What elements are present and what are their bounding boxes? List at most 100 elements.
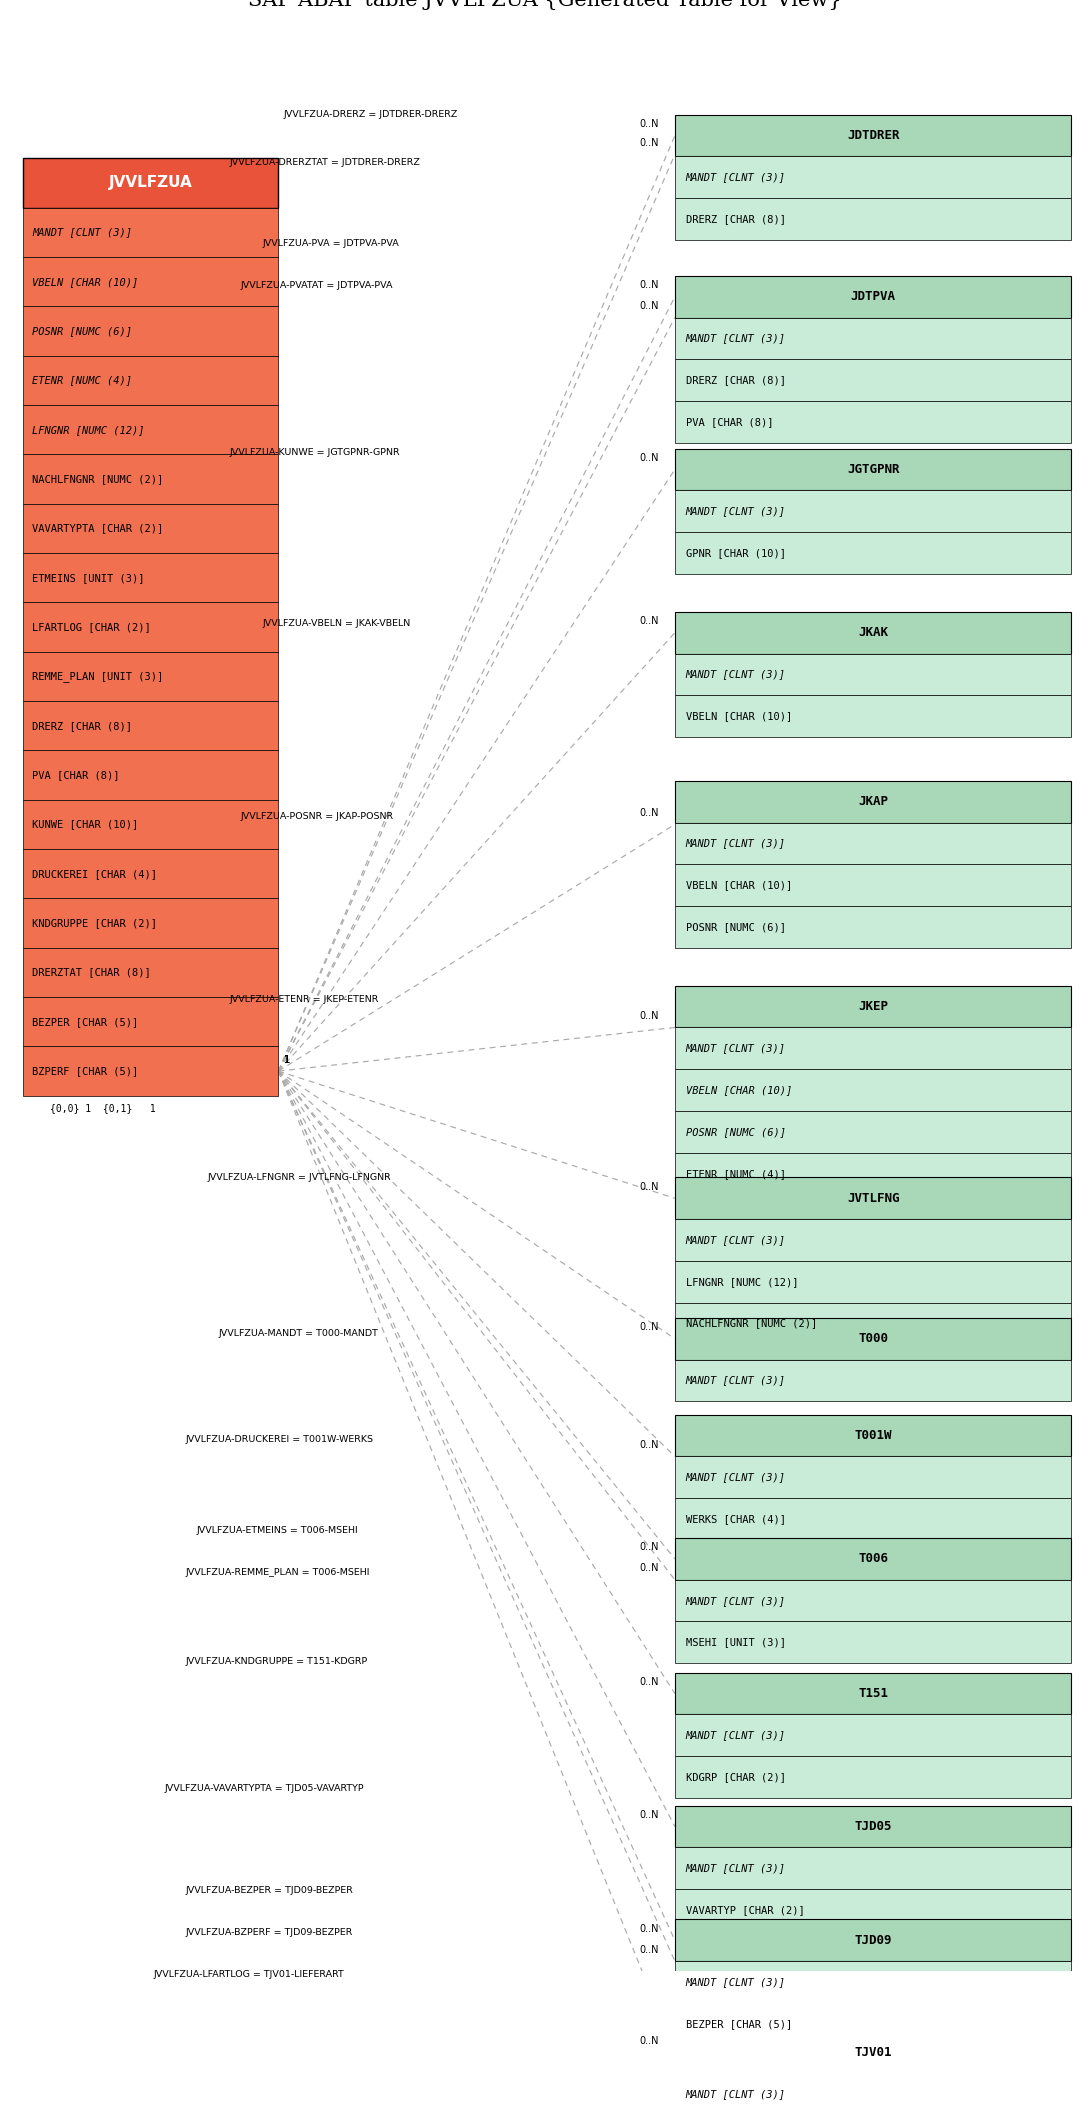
Text: 0..N: 0..N	[639, 807, 659, 818]
Text: VAVARTYP [CHAR (2)]: VAVARTYP [CHAR (2)]	[686, 1905, 805, 1916]
Text: JVTLFNG: JVTLFNG	[847, 1191, 900, 1206]
Text: MANDT [CLNT (3)]: MANDT [CLNT (3)]	[686, 172, 785, 182]
FancyBboxPatch shape	[675, 449, 1072, 489]
Text: NACHLFNGNR [NUMC (2)]: NACHLFNGNR [NUMC (2)]	[32, 475, 163, 483]
Text: POSNR [NUMC (6)]: POSNR [NUMC (6)]	[32, 326, 132, 337]
Text: VBELN [CHAR (10)]: VBELN [CHAR (10)]	[686, 712, 792, 720]
Text: TJD09: TJD09	[855, 1935, 892, 1947]
Text: 0..N: 0..N	[639, 1011, 659, 1021]
FancyBboxPatch shape	[675, 1318, 1072, 1360]
Text: DRERZ [CHAR (8)]: DRERZ [CHAR (8)]	[686, 214, 785, 225]
Text: MANDT [CLNT (3)]: MANDT [CLNT (3)]	[686, 670, 785, 680]
Text: JVVLFZUA-ETMEINS = T006-MSEHI: JVVLFZUA-ETMEINS = T006-MSEHI	[197, 1526, 358, 1534]
Text: VAVARTYPTA [CHAR (2)]: VAVARTYPTA [CHAR (2)]	[32, 523, 163, 534]
FancyBboxPatch shape	[675, 157, 1072, 199]
FancyBboxPatch shape	[675, 1888, 1072, 1930]
Text: {0,0} 1  {0,1}   1: {0,0} 1 {0,1} 1	[50, 1104, 156, 1112]
Text: 0..N: 0..N	[639, 1924, 659, 1935]
FancyBboxPatch shape	[23, 602, 279, 653]
Text: 0..N: 0..N	[639, 2036, 659, 2045]
Text: JVVLFZUA-VBELN = JKAK-VBELN: JVVLFZUA-VBELN = JKAK-VBELN	[262, 619, 411, 627]
FancyBboxPatch shape	[23, 898, 279, 947]
FancyBboxPatch shape	[675, 1110, 1072, 1153]
Text: JVVLFZUA-LFARTLOG = TJV01-LIEFERART: JVVLFZUA-LFARTLOG = TJV01-LIEFERART	[154, 1971, 344, 1979]
Text: BZPERF [CHAR (5)]: BZPERF [CHAR (5)]	[32, 1066, 138, 1076]
FancyBboxPatch shape	[23, 208, 279, 256]
FancyBboxPatch shape	[23, 850, 279, 898]
Text: T006: T006	[858, 1553, 889, 1566]
Text: 0..N: 0..N	[639, 301, 659, 311]
FancyBboxPatch shape	[23, 799, 279, 850]
FancyBboxPatch shape	[675, 1757, 1072, 1797]
Text: JGTGPNR: JGTGPNR	[847, 464, 900, 477]
Text: MANDT [CLNT (3)]: MANDT [CLNT (3)]	[32, 227, 132, 237]
Text: LFNGNR [NUMC (12)]: LFNGNR [NUMC (12)]	[32, 424, 145, 434]
Text: 0..N: 0..N	[639, 1945, 659, 1956]
Text: GPNR [CHAR (10)]: GPNR [CHAR (10)]	[686, 549, 785, 557]
Text: 0..N: 0..N	[639, 1441, 659, 1449]
FancyBboxPatch shape	[675, 1805, 1072, 1848]
Text: KNDGRUPPE [CHAR (2)]: KNDGRUPPE [CHAR (2)]	[32, 918, 157, 928]
Text: JVVLFZUA-KUNWE = JGTGPNR-GPNR: JVVLFZUA-KUNWE = JGTGPNR-GPNR	[230, 447, 400, 458]
Text: JVVLFZUA-REMME_PLAN = T006-MSEHI: JVVLFZUA-REMME_PLAN = T006-MSEHI	[186, 1568, 370, 1577]
FancyBboxPatch shape	[23, 947, 279, 998]
Text: LFNGNR [NUMC (12)]: LFNGNR [NUMC (12)]	[686, 1278, 798, 1286]
Text: POSNR [NUMC (6)]: POSNR [NUMC (6)]	[686, 922, 785, 932]
FancyBboxPatch shape	[675, 1456, 1072, 1498]
Text: 0..N: 0..N	[639, 280, 659, 290]
FancyBboxPatch shape	[23, 750, 279, 799]
FancyBboxPatch shape	[23, 453, 279, 504]
Text: MANDT [CLNT (3)]: MANDT [CLNT (3)]	[686, 2089, 785, 2100]
Text: VBELN [CHAR (10)]: VBELN [CHAR (10)]	[32, 278, 138, 286]
Text: KUNWE [CHAR (10)]: KUNWE [CHAR (10)]	[32, 820, 138, 829]
FancyBboxPatch shape	[23, 998, 279, 1047]
Text: KDGRP [CHAR (2)]: KDGRP [CHAR (2)]	[686, 1771, 785, 1782]
Text: JVVLFZUA-DRERZ = JDTDRER-DRERZ: JVVLFZUA-DRERZ = JDTDRER-DRERZ	[284, 110, 458, 119]
Text: 0..N: 0..N	[639, 1810, 659, 1820]
FancyBboxPatch shape	[23, 504, 279, 553]
Text: 1: 1	[284, 1055, 290, 1064]
Text: T001W: T001W	[855, 1428, 892, 1443]
FancyBboxPatch shape	[675, 532, 1072, 574]
Text: MSEHI [UNIT (3)]: MSEHI [UNIT (3)]	[686, 1638, 785, 1646]
FancyBboxPatch shape	[675, 400, 1072, 443]
FancyBboxPatch shape	[675, 1920, 1072, 1962]
FancyBboxPatch shape	[675, 653, 1072, 695]
Text: MANDT [CLNT (3)]: MANDT [CLNT (3)]	[686, 1731, 785, 1740]
FancyBboxPatch shape	[675, 1672, 1072, 1714]
Text: MANDT [CLNT (3)]: MANDT [CLNT (3)]	[686, 1473, 785, 1481]
Text: JVVLFZUA-KNDGRUPPE = T151-KDGRP: JVVLFZUA-KNDGRUPPE = T151-KDGRP	[186, 1657, 368, 1666]
Text: JVVLFZUA-VAVARTYPTA = TJD05-VAVARTYP: JVVLFZUA-VAVARTYPTA = TJD05-VAVARTYP	[164, 1784, 364, 1793]
FancyBboxPatch shape	[675, 822, 1072, 865]
Text: 0..N: 0..N	[639, 1182, 659, 1191]
Text: 0..N: 0..N	[639, 1322, 659, 1333]
FancyBboxPatch shape	[23, 159, 279, 208]
FancyBboxPatch shape	[23, 653, 279, 701]
FancyBboxPatch shape	[675, 985, 1072, 1028]
FancyBboxPatch shape	[675, 275, 1072, 318]
Text: MANDT [CLNT (3)]: MANDT [CLNT (3)]	[686, 1235, 785, 1246]
FancyBboxPatch shape	[675, 1303, 1072, 1343]
FancyBboxPatch shape	[675, 907, 1072, 947]
Text: ETMEINS [UNIT (3)]: ETMEINS [UNIT (3)]	[32, 572, 145, 583]
Text: PVA [CHAR (8)]: PVA [CHAR (8)]	[32, 769, 120, 780]
Text: ETENR [NUMC (4)]: ETENR [NUMC (4)]	[686, 1168, 785, 1178]
FancyBboxPatch shape	[675, 1178, 1072, 1218]
FancyBboxPatch shape	[23, 553, 279, 602]
Text: JVVLFZUA-POSNR = JKAP-POSNR: JVVLFZUA-POSNR = JKAP-POSNR	[241, 812, 393, 822]
Text: MANDT [CLNT (3)]: MANDT [CLNT (3)]	[686, 1863, 785, 1873]
FancyBboxPatch shape	[23, 1047, 279, 1096]
FancyBboxPatch shape	[675, 2072, 1072, 2115]
Text: MANDT [CLNT (3)]: MANDT [CLNT (3)]	[686, 1596, 785, 1606]
FancyBboxPatch shape	[23, 356, 279, 405]
Text: 1: 1	[284, 1055, 290, 1064]
Text: JVVLFZUA-DRERZTAT = JDTDRER-DRERZ: JVVLFZUA-DRERZTAT = JDTDRER-DRERZ	[230, 157, 420, 167]
FancyBboxPatch shape	[675, 2115, 1072, 2119]
FancyBboxPatch shape	[675, 1581, 1072, 1621]
FancyBboxPatch shape	[675, 1360, 1072, 1401]
Text: 1: 1	[284, 1055, 290, 1064]
FancyBboxPatch shape	[675, 1498, 1072, 1541]
FancyBboxPatch shape	[675, 1621, 1072, 1663]
Text: 0..N: 0..N	[639, 453, 659, 464]
Text: LFARTLOG [CHAR (2)]: LFARTLOG [CHAR (2)]	[32, 623, 150, 631]
